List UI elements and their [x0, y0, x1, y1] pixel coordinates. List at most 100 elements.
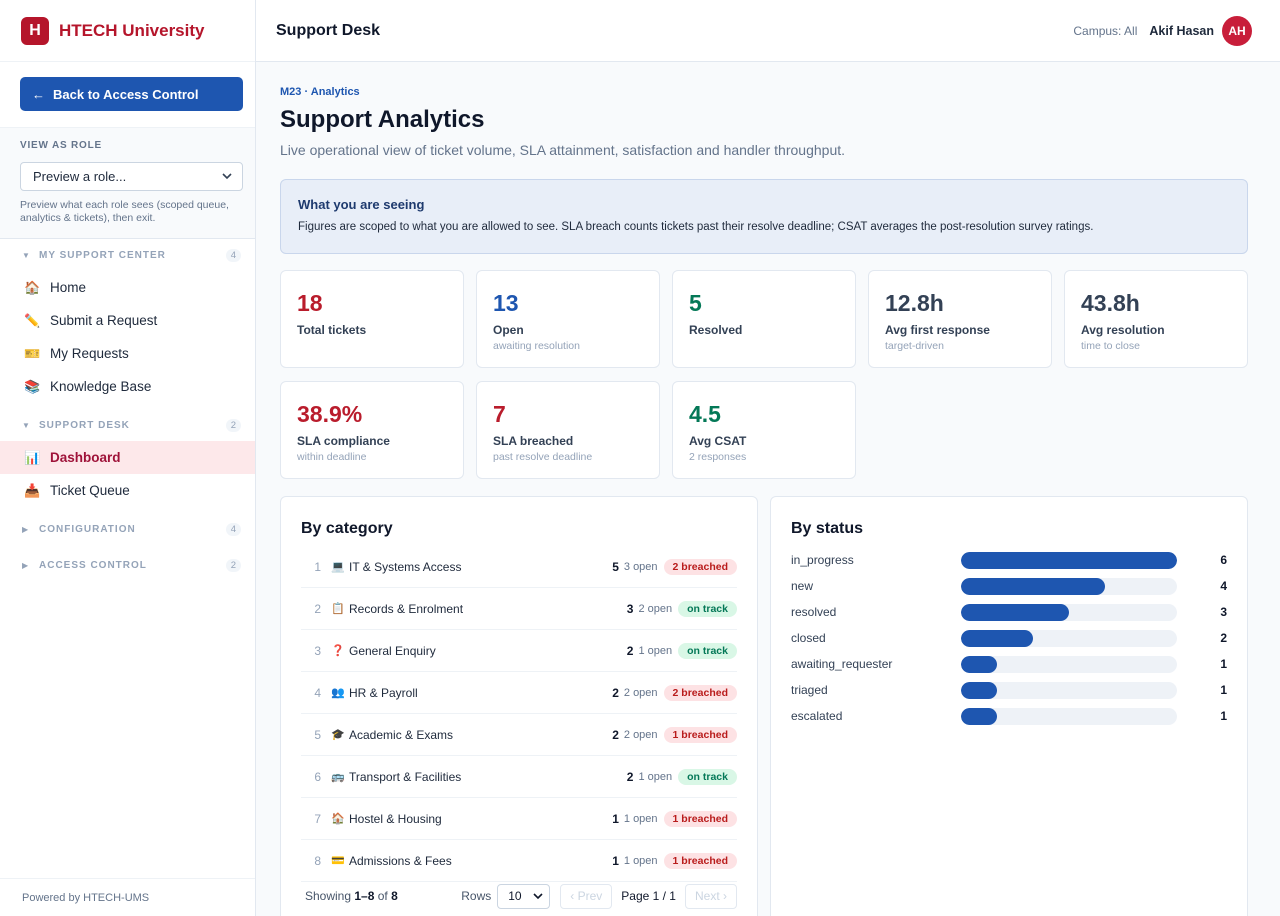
avatar[interactable]: AH	[1222, 15, 1252, 46]
status-bar	[961, 603, 1069, 621]
status-bar	[961, 707, 997, 725]
category-open: 1 open	[623, 854, 658, 867]
sidebar-item-submit-request[interactable]: ✏️ Submit a Request	[0, 304, 255, 337]
kpi-subtext: within deadline	[297, 451, 367, 463]
section-label: MY SUPPORT CENTER	[39, 249, 166, 261]
status-bar-track	[961, 707, 1177, 725]
status-bar	[961, 681, 997, 699]
category-count: 2	[612, 727, 619, 742]
role-select[interactable]: Preview a role...	[20, 162, 243, 191]
category-count: 3	[626, 601, 634, 616]
page-subtitle: Live operational view of ticket volume, …	[280, 142, 846, 158]
status-badge: 2 breached	[663, 684, 737, 701]
info-title: What you are seeing	[298, 197, 425, 212]
kpi-subtext: past resolve deadline	[493, 451, 593, 463]
status-badge: 2 breached	[663, 558, 737, 575]
category-icon: 🚌	[331, 771, 345, 783]
user-name[interactable]: Akif Hasan	[1149, 23, 1214, 38]
page-indicator: Page 1 / 1	[621, 889, 676, 903]
status-name: closed	[791, 631, 826, 645]
category-count: 1	[612, 853, 619, 868]
category-row[interactable]: 4 👥 HR & Payroll 2 2 open 2 breached	[301, 672, 737, 714]
status-value: 2	[1220, 631, 1227, 645]
status-row: new 4	[791, 573, 1227, 599]
status-bar-track	[961, 655, 1177, 673]
section-label: SUPPORT DESK	[39, 419, 130, 431]
sidebar-item-label: Submit a Request	[50, 313, 158, 328]
campus-selector[interactable]: Campus: All	[1073, 23, 1138, 38]
row-number: 6	[314, 769, 321, 784]
prev-page-button[interactable]: ‹ Prev	[560, 883, 613, 909]
chevron-down-icon	[533, 892, 543, 899]
sidebar-item-knowledge-base[interactable]: 📚 Knowledge Base	[0, 370, 255, 403]
section-my-support-center[interactable]: ▼ MY SUPPORT CENTER 4	[0, 239, 255, 271]
category-row[interactable]: 6 🚌 Transport & Facilities 2 1 open on track	[301, 756, 737, 798]
category-row[interactable]: 5 🎓 Academic & Exams 2 2 open 1 breached	[301, 714, 737, 756]
category-row[interactable]: 3 ❓ General Enquiry 2 1 open on track	[301, 630, 737, 672]
bar-chart-icon: 📊	[24, 449, 41, 465]
section-support-desk[interactable]: ▼ SUPPORT DESK 2	[0, 409, 255, 441]
kpi-card: 18 Total tickets	[280, 270, 464, 368]
status-bar	[961, 577, 1105, 595]
info-text: Figures are scoped to what you are allow…	[298, 221, 1094, 233]
category-row[interactable]: 8 💳 Admissions & Fees 1 1 open 1 breached	[301, 840, 737, 882]
category-open: 1 open	[638, 644, 673, 657]
sidebar-item-dashboard[interactable]: 📊 Dashboard	[0, 441, 255, 474]
kpi-subtext: time to close	[1081, 340, 1140, 352]
category-icon: ❓	[331, 645, 345, 657]
brand[interactable]: H HTECH University	[0, 0, 255, 62]
category-count: 2	[626, 643, 634, 658]
app-section-title: Support Desk	[276, 21, 381, 39]
sidebar-item-ticket-queue[interactable]: 📥 Ticket Queue	[0, 474, 255, 507]
kpi-label: Avg CSAT	[689, 434, 747, 448]
category-row[interactable]: 7 🏠 Hostel & Housing 1 1 open 1 breached	[301, 798, 737, 840]
kpi-card: 13 Open awaiting resolution	[476, 270, 660, 368]
rows-per-page-select[interactable]: 10	[497, 883, 551, 909]
sidebar-item-my-requests[interactable]: 🎫 My Requests	[0, 337, 255, 370]
status-row: escalated 1	[791, 703, 1227, 729]
status-row: resolved 3	[791, 599, 1227, 625]
status-value: 1	[1220, 657, 1227, 671]
caret-right-icon: ▶	[22, 560, 29, 570]
sidebar-item-home[interactable]: 🏠 Home	[0, 271, 255, 304]
next-page-button[interactable]: Next ›	[684, 883, 737, 909]
section-configuration[interactable]: ▶ CONFIGURATION 4	[0, 513, 255, 545]
category-icon: 💳	[331, 855, 345, 867]
category-icon: 📋	[331, 603, 345, 615]
section-count: 2	[225, 558, 241, 572]
kpi-card: 5 Resolved	[672, 270, 856, 368]
status-row: in_progress 6	[791, 547, 1227, 573]
by-status-title: By status	[791, 520, 864, 537]
category-row[interactable]: 2 📋 Records & Enrolment 3 2 open on track	[301, 588, 737, 630]
status-badge: on track	[678, 768, 737, 785]
inbox-icon: 📥	[24, 482, 41, 498]
status-value: 1	[1220, 683, 1227, 697]
status-name: awaiting_requester	[791, 657, 893, 671]
row-number: 3	[314, 643, 321, 658]
category-name: General Enquiry	[349, 643, 436, 658]
category-row[interactable]: 1 💻 IT & Systems Access 5 3 open 2 breached	[301, 546, 737, 588]
category-count: 1	[612, 811, 619, 826]
category-name: Hostel & Housing	[349, 811, 442, 826]
section-count: 2	[225, 418, 241, 432]
kpi-subtext: 2 responses	[689, 451, 747, 463]
status-name: escalated	[791, 709, 843, 723]
by-category-title: By category	[301, 520, 393, 537]
pagination-summary: Showing 1–8 of 8	[305, 889, 398, 903]
back-to-access-control-button[interactable]: ← Back to Access Control	[20, 77, 243, 111]
role-hint: Preview what each role sees (scoped queu…	[20, 199, 229, 224]
category-name: IT & Systems Access	[349, 559, 462, 574]
section-access-control[interactable]: ▶ ACCESS CONTROL 2	[0, 549, 255, 581]
kpi-label: Avg resolution	[1081, 323, 1165, 337]
kpi-label: Total tickets	[297, 323, 367, 337]
category-open: 1 open	[638, 770, 673, 783]
sidebar-item-label: Dashboard	[50, 450, 121, 465]
topbar: Support Desk Campus: All Akif Hasan AH	[256, 0, 1280, 62]
view-as-role-title: VIEW AS ROLE	[20, 140, 103, 151]
kpi-label: Open	[493, 323, 524, 337]
status-name: triaged	[791, 683, 828, 697]
status-bar-track	[961, 551, 1177, 569]
row-number: 8	[314, 853, 321, 868]
pagination: Showing 1–8 of 8 Rows 10 ‹ Prev Page 1 /…	[305, 883, 737, 909]
by-category-card: By category 1 💻 IT & Systems Access 5 3 open…	[280, 496, 758, 916]
